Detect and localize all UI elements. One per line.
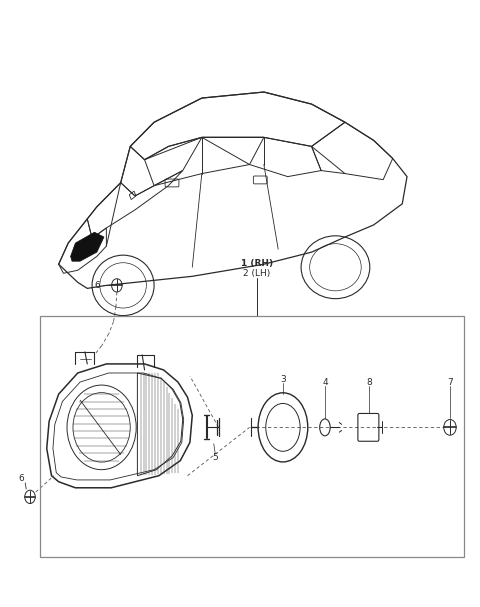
Text: 5: 5 xyxy=(212,453,218,462)
Text: 4: 4 xyxy=(322,378,328,387)
Text: 3: 3 xyxy=(280,375,286,384)
Text: 1 (RH): 1 (RH) xyxy=(240,259,273,268)
Bar xyxy=(39,316,464,557)
Text: 7: 7 xyxy=(447,378,453,387)
Text: 6: 6 xyxy=(19,474,24,483)
Polygon shape xyxy=(71,232,104,261)
Text: 6: 6 xyxy=(94,281,100,290)
Text: 8: 8 xyxy=(366,378,372,387)
Text: 2 (LH): 2 (LH) xyxy=(243,269,270,278)
